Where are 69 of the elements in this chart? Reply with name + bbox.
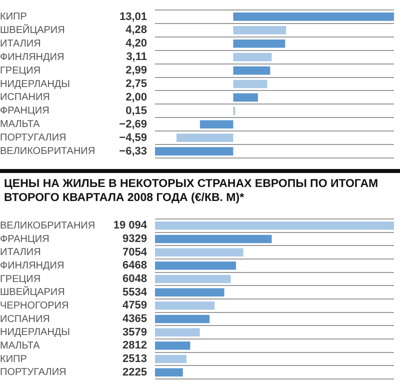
y-tick-label: МАЛЬТА <box>0 119 40 130</box>
data-label: 19 094 <box>113 220 148 232</box>
y-tick-label: ИТАЛИЯ <box>0 38 41 50</box>
data-label: 2,00 <box>126 91 147 104</box>
y-tick-label: ПОРТУГАЛИЯ <box>0 132 66 144</box>
y-tick-label: НИДЕРЛАНДЫ <box>0 327 70 338</box>
data-label: 2,99 <box>126 64 147 77</box>
y-tick-label: ФРАНЦИЯ <box>0 106 50 117</box>
y-tick-label: НИДЕРЛАНДЫ <box>0 78 70 90</box>
data-label: 3,11 <box>126 51 147 64</box>
y-tick-label: ГРЕЦИЯ <box>0 65 41 76</box>
bar <box>155 354 186 364</box>
data-label: 6048 <box>122 273 147 286</box>
chart-title: ЦЕНЫ НА ЖИЛЬЕ В НЕКОТОРЫХ СТРАНАХ ЕВРОПЫ ПО ИТОГАМ ВТОРОГО КВАРТАЛА 2008 ГОДА (€/КВ. М)* <box>3 177 380 206</box>
bar <box>155 288 224 296</box>
y-tick-label: ФИНЛЯНДИЯ <box>0 260 64 272</box>
bar <box>155 314 210 324</box>
y-tick-label: ФИНЛЯНДИЯ <box>0 52 64 63</box>
bar <box>155 342 190 350</box>
data-label: 2,75 <box>126 78 147 90</box>
bar <box>155 302 215 310</box>
data-label: −6,33 <box>119 145 147 158</box>
bar <box>233 39 286 48</box>
bar <box>155 328 200 336</box>
y-tick-label: КИПР <box>0 11 28 22</box>
bar <box>155 368 183 376</box>
bar <box>233 93 258 102</box>
bar <box>233 52 272 62</box>
y-tick-label: ИСПАНИЯ <box>0 92 50 104</box>
data-label: 4,20 <box>126 38 147 50</box>
data-label: 6468 <box>122 260 147 272</box>
y-tick-label: ВЕЛИКОБРИТАНИЯ <box>0 220 96 232</box>
bar <box>155 234 272 244</box>
data-label: 7054 <box>122 246 148 258</box>
data-label: 0,15 <box>126 104 147 117</box>
data-label: −2,69 <box>119 118 147 130</box>
data-label: 9329 <box>122 233 147 246</box>
y-tick-label: ЧЕРНОГОРИЯ <box>0 300 69 312</box>
data-label: −4,59 <box>119 132 147 144</box>
bar <box>155 274 231 284</box>
y-tick-label: ПОРТУГАЛИЯ <box>0 367 66 378</box>
bar <box>233 66 270 75</box>
y-tick-label: ИТАЛИЯ <box>0 247 41 258</box>
data-label: 2225 <box>122 366 147 378</box>
data-label: 2812 <box>122 340 147 352</box>
bar <box>155 147 234 156</box>
y-tick-label: ФРАНЦИЯ <box>0 234 50 245</box>
bar <box>200 120 234 129</box>
y-tick-label: ШВЕЙЦАРИЯ <box>0 22 65 36</box>
bar <box>233 80 268 88</box>
bar <box>155 222 394 230</box>
bar <box>233 26 286 34</box>
data-label: 5534 <box>122 286 148 298</box>
data-label: 4,28 <box>126 24 147 36</box>
data-label: 13,01 <box>119 10 147 23</box>
y-tick-label: КИПР <box>0 354 28 365</box>
y-tick-label: МАЛЬТА <box>0 340 40 352</box>
y-tick-label: ШВЕЙЦАРИЯ <box>0 285 65 298</box>
data-label: 2513 <box>122 353 147 366</box>
y-tick-label: ГРЕЦИЯ <box>0 274 41 285</box>
y-tick-label: ВЕЛИКОБРИТАНИЯ <box>0 146 96 158</box>
data-label: 4365 <box>122 313 147 326</box>
data-label: 4759 <box>122 300 147 312</box>
bar <box>233 12 394 21</box>
data-label: 3579 <box>122 326 147 338</box>
bar <box>176 134 234 142</box>
bar <box>155 262 236 270</box>
bar <box>155 248 244 256</box>
y-tick-label: ИСПАНИЯ <box>0 314 50 325</box>
